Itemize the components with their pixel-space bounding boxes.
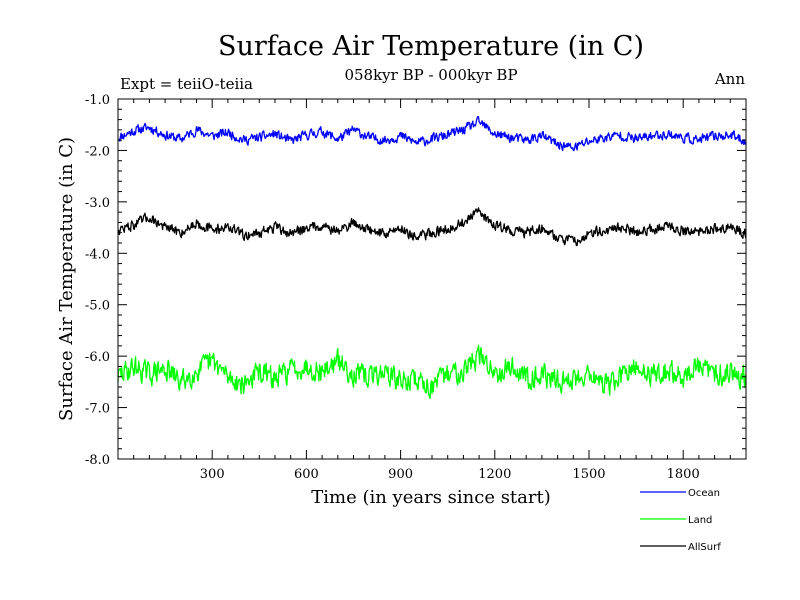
y-tick-label: -2.0 <box>85 144 110 159</box>
x-tick-label: 300 <box>200 467 225 482</box>
y-tick-label: -8.0 <box>85 453 110 468</box>
experiment-label: Expt = teiiO-teiia <box>120 75 253 93</box>
period-label: Ann <box>714 70 745 88</box>
chart-title: Surface Air Temperature (in C) <box>218 31 644 62</box>
x-tick-label: 1500 <box>572 467 605 482</box>
series-line-land <box>117 344 747 399</box>
x-tick-label: 1800 <box>667 467 700 482</box>
plot-area: 300 600 900 1200 1500 1800 -8.0 -7.0 -6.0 -5.0 -4.… <box>85 93 747 482</box>
x-tick-label: 600 <box>294 467 319 482</box>
legend-label-land: Land <box>688 515 712 526</box>
x-axis-title: Time (in years since start) <box>311 487 551 508</box>
series-line-allsurf <box>117 207 747 247</box>
y-tick-label: -5.0 <box>85 299 110 314</box>
legend-label-allsurf: AllSurf <box>688 542 721 553</box>
x-tick-label: 900 <box>388 467 413 482</box>
series-line-ocean <box>117 116 747 152</box>
legend-label-ocean: Ocean <box>688 488 720 499</box>
x-tick-label: 1200 <box>478 467 511 482</box>
y-axis-title: Surface Air Temperature (in C) <box>56 137 77 421</box>
y-tick-label: -6.0 <box>85 350 110 365</box>
y-tick-label: -1.0 <box>85 93 110 108</box>
legend: Ocean Land AllSurf <box>640 488 721 553</box>
y-tick-label: -4.0 <box>85 247 110 262</box>
plot-frame <box>117 98 747 460</box>
y-tick-label: -3.0 <box>85 196 110 211</box>
y-tick-label: -7.0 <box>85 402 110 417</box>
chart-subtitle: 058kyr BP - 000kyr BP <box>344 66 517 84</box>
